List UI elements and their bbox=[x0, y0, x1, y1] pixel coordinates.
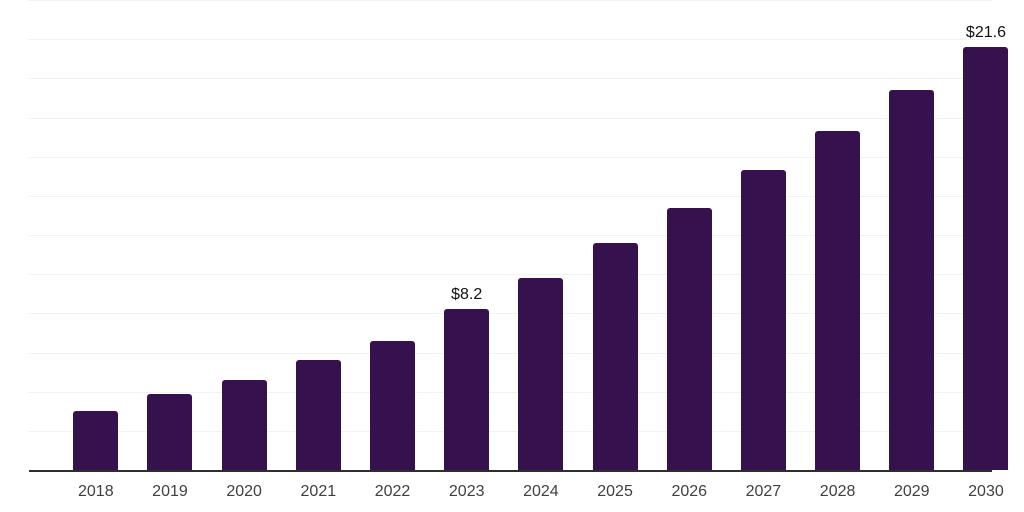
gridline-2 bbox=[29, 430, 992, 432]
bar-2018 bbox=[73, 411, 119, 470]
x-tick-2024: 2024 bbox=[523, 483, 559, 500]
plot-area bbox=[29, 0, 1009, 470]
bar-2022 bbox=[370, 340, 416, 470]
x-tick-2021: 2021 bbox=[300, 483, 337, 500]
x-tick-2029: 2029 bbox=[893, 483, 930, 500]
bar-2023 bbox=[444, 309, 490, 470]
x-tick-2030: 2030 bbox=[968, 483, 1004, 500]
bar-2026 bbox=[666, 207, 712, 470]
x-axis-line bbox=[29, 470, 992, 472]
bar-2019 bbox=[147, 393, 193, 470]
bar-2028 bbox=[815, 131, 861, 470]
gridline-12 bbox=[29, 235, 992, 236]
x-tick-2028: 2028 bbox=[819, 483, 856, 500]
gridline-14 bbox=[29, 195, 992, 197]
x-tick-2018: 2018 bbox=[78, 483, 114, 500]
gridline-10 bbox=[29, 274, 992, 276]
bar-2021 bbox=[295, 360, 341, 470]
bar-2025 bbox=[592, 242, 638, 470]
gridline-20 bbox=[29, 78, 992, 80]
x-tick-2022: 2022 bbox=[374, 483, 411, 500]
data-label-2023: $8.2 bbox=[451, 286, 483, 304]
x-tick-2019: 2019 bbox=[152, 483, 188, 500]
gridline-4 bbox=[29, 391, 992, 393]
gridline-8 bbox=[29, 313, 992, 315]
gridline-16 bbox=[29, 156, 992, 158]
bar-2029 bbox=[889, 90, 935, 470]
bar-2020 bbox=[221, 379, 267, 470]
gridline-22 bbox=[29, 39, 992, 41]
gridline-24 bbox=[29, 0, 992, 1]
bar-2027 bbox=[740, 170, 786, 470]
x-tick-2027: 2027 bbox=[745, 483, 782, 500]
x-tick-2026: 2026 bbox=[671, 483, 708, 500]
x-tick-2020: 2020 bbox=[226, 483, 262, 500]
bar-2030 bbox=[963, 47, 1009, 470]
bar-2024 bbox=[518, 278, 564, 470]
data-label-2030: $21.6 bbox=[965, 24, 1006, 41]
x-tick-2023: 2023 bbox=[448, 483, 485, 500]
x-tick-2025: 2025 bbox=[597, 483, 633, 500]
gridline-6 bbox=[29, 352, 992, 354]
gridline-18 bbox=[29, 117, 992, 119]
